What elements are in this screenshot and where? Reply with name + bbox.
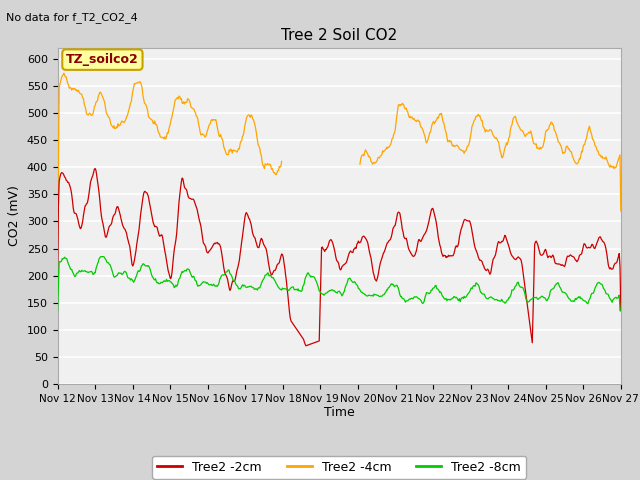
Legend: Tree2 -2cm, Tree2 -4cm, Tree2 -8cm: Tree2 -2cm, Tree2 -4cm, Tree2 -8cm (152, 456, 526, 479)
Title: Tree 2 Soil CO2: Tree 2 Soil CO2 (281, 28, 397, 43)
Y-axis label: CO2 (mV): CO2 (mV) (8, 186, 21, 246)
Text: TZ_soilco2: TZ_soilco2 (66, 53, 139, 66)
X-axis label: Time: Time (324, 407, 355, 420)
Text: No data for f_T2_CO2_4: No data for f_T2_CO2_4 (6, 12, 138, 23)
